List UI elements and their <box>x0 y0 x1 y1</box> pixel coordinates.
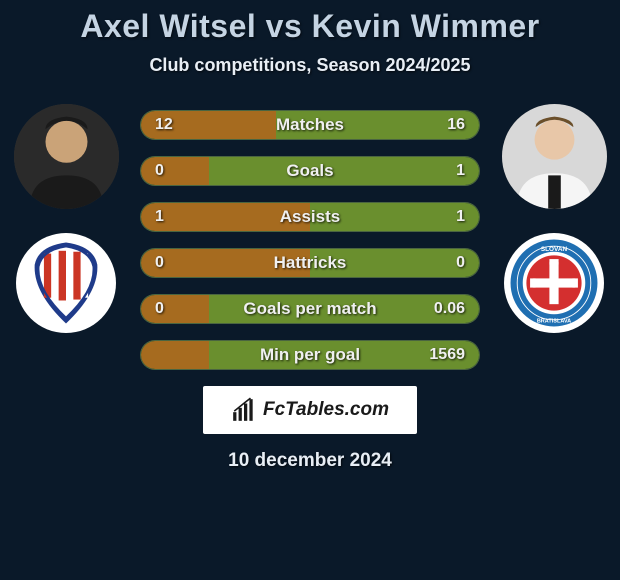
bar-fill-right <box>209 157 479 185</box>
stat-row: 1569Min per goal <box>140 340 480 370</box>
stat-row: 01Goals <box>140 156 480 186</box>
stat-row: 00Hattricks <box>140 248 480 278</box>
club-right-crest: SLOVAN BRATISLAVA <box>504 233 604 333</box>
footer-badge: FcTables.com <box>203 386 417 434</box>
player-left-icon <box>14 104 119 209</box>
bar-fill-left <box>141 341 209 369</box>
subtitle: Club competitions, Season 2024/2025 <box>0 55 620 76</box>
left-column <box>6 104 126 333</box>
player-right-avatar <box>502 104 607 209</box>
footer-site: FcTables.com <box>263 399 389 421</box>
stat-row: 1216Matches <box>140 110 480 140</box>
stat-value-right: 1569 <box>429 341 465 369</box>
comparison-card: Axel Witsel vs Kevin Wimmer Club competi… <box>0 0 620 472</box>
stat-value-right: 1 <box>456 157 465 185</box>
stat-row: 11Assists <box>140 202 480 232</box>
stat-value-left: 0 <box>155 295 164 323</box>
stat-value-left: 12 <box>155 111 173 139</box>
stat-value-right: 0.06 <box>434 295 465 323</box>
club-left-icon <box>20 237 112 329</box>
stat-value-left: 1 <box>155 203 164 231</box>
player-right-icon <box>502 104 607 209</box>
stat-value-right: 1 <box>456 203 465 231</box>
club-left-crest <box>16 233 116 333</box>
stat-value-left: 0 <box>155 249 164 277</box>
page-title: Axel Witsel vs Kevin Wimmer <box>0 8 620 45</box>
footer-date: 10 december 2024 <box>0 450 620 472</box>
fctables-logo-icon <box>231 397 257 423</box>
bar-fill-left <box>141 295 209 323</box>
stat-value-right: 16 <box>447 111 465 139</box>
stat-value-right: 0 <box>456 249 465 277</box>
stat-bars: 1216Matches01Goals11Assists00Hattricks00… <box>140 104 480 370</box>
bar-fill-left <box>141 157 209 185</box>
stat-row: 00.06Goals per match <box>140 294 480 324</box>
player-left-avatar <box>14 104 119 209</box>
right-column: SLOVAN BRATISLAVA <box>494 104 614 333</box>
svg-text:BRATISLAVA: BRATISLAVA <box>537 319 571 325</box>
club-right-icon: SLOVAN BRATISLAVA <box>508 237 600 329</box>
bar-fill-left <box>141 203 310 231</box>
bar-fill-left <box>141 249 310 277</box>
main-area: SLOVAN BRATISLAVA 1216Matches01Goals11As… <box>0 104 620 370</box>
bar-fill-right <box>310 203 479 231</box>
stat-value-left: 0 <box>155 157 164 185</box>
bar-fill-right <box>310 249 479 277</box>
svg-text:SLOVAN: SLOVAN <box>541 246 568 253</box>
